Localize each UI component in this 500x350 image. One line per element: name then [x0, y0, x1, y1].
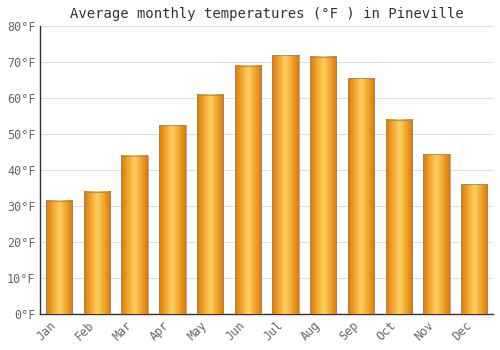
Title: Average monthly temperatures (°F ) in Pineville: Average monthly temperatures (°F ) in Pi…: [70, 7, 464, 21]
